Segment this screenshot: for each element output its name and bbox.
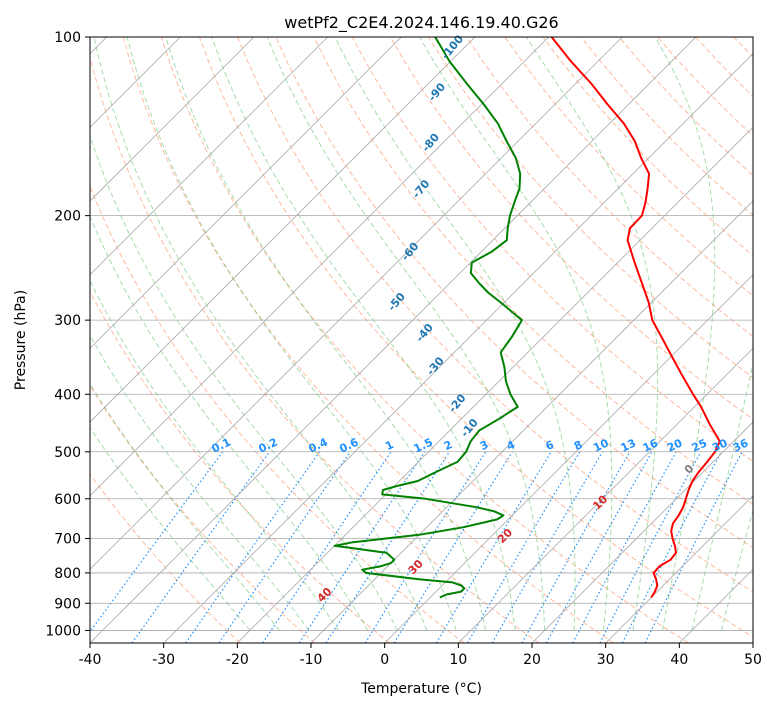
dry-adiabat [351,37,753,463]
x-tick-label: 40 [670,652,688,668]
mixing-ratio-line [521,451,631,643]
isotherm [90,37,697,643]
x-tick-label: 10 [449,652,467,668]
profiles [333,37,721,599]
mixing-ratio-label: 25 [690,436,709,454]
x-tick-label: 50 [744,652,762,668]
moist-adiabat [334,37,576,631]
y-tick-label: 200 [54,209,81,225]
x-axis-ticks: -40 -30 -20 -10 0 10 20 30 40 50 [79,643,762,668]
x-tick-label: 20 [523,652,541,668]
mixing-ratio-line [599,451,702,643]
dry-adiabat [504,37,753,297]
mixing-ratio-line [90,451,224,633]
isotherm [237,126,753,643]
moist-adiabat [654,37,716,631]
isotherm [531,421,753,643]
isotherm [90,37,255,202]
isotherm [90,37,549,497]
x-tick-label: 30 [597,652,615,668]
y-axis-ticks: 100 200 300 400 500 600 700 800 900 1000 [45,30,90,639]
dry-adiabat [237,37,753,593]
moist-adiabat [211,37,516,631]
isotherm [384,274,753,643]
y-tick-label: 400 [54,387,81,403]
moist-adiabat [691,361,753,631]
dry-adiabat [427,37,753,379]
x-tick-label: 0 [380,652,389,668]
mixing-ratio-label: 30 [710,436,730,454]
y-tick-label: 800 [54,566,81,582]
mixing-ratio-line [644,451,743,643]
temperature-line [550,37,721,599]
mixing-ratio-line [435,451,552,643]
chart-title: wetPf2_C2E4.2024.146.19.40.G26 [284,13,558,33]
isotherm [605,495,753,643]
dry-adiabat [90,473,241,643]
dry-adiabat [90,185,465,643]
moist-adiabat [90,215,369,631]
dry-adiabat [199,37,753,638]
moist-adiabat [266,37,546,631]
dry-adiabat [122,37,614,643]
mixing-ratio-line [218,451,351,643]
x-tick-label: -30 [152,652,175,668]
moist-adiabat [90,134,398,631]
mixing-ratio-line [364,451,487,643]
dry-adiabat [90,384,316,643]
moist-adiabat [525,37,659,631]
mixing-ratio-label: 20 [665,436,685,454]
dry-adiabat [90,290,390,643]
y-tick-label: 1000 [45,623,81,639]
isotherm [310,200,753,643]
mixing-ratio-label: 10 [591,436,611,454]
plot-frame [89,36,754,644]
mixing-ratio-line [262,451,392,643]
x-tick-label: -20 [226,652,249,668]
mixing-ratio-label: 13 [619,436,638,454]
x-tick-label: -10 [300,652,323,668]
dry-adiabat [160,37,689,643]
isotherm [90,37,402,349]
y-tick-label: 500 [54,445,81,461]
moist-adiabat [126,37,457,631]
background-lines [90,37,753,643]
isotherm [90,37,328,276]
dry-adiabat [90,55,540,643]
moist-adiabat [165,37,487,631]
y-tick-label: 600 [54,492,81,508]
mixing-ratio-label: 16 [641,436,661,454]
isotherm [90,37,623,570]
mixing-ratio-label: 36 [731,436,751,454]
dry-adiabat [275,37,753,549]
mixing-ratio-line [185,451,321,643]
mixing-ratio-line [131,451,271,643]
moist-adiabat [93,37,428,631]
y-tick-label: 100 [54,30,81,46]
isotherm [163,53,753,643]
moist-adiabat [720,508,753,631]
x-tick-label: -40 [79,652,102,668]
y-axis-label: Pressure (hPa) [13,290,29,390]
y-tick-label: 900 [54,596,81,612]
y-tick-label: 700 [54,532,81,548]
moist-adiabat [90,334,310,631]
isotherm [458,347,753,643]
dewpoint-line [333,37,523,599]
isotherm [90,37,476,423]
mixing-ratio-line [545,451,653,643]
mixing-ratio-line [325,451,451,643]
x-axis-label: Temperature (°C) [360,681,482,697]
moist-adiabat [419,37,613,631]
mixing-ratio-line [572,451,677,643]
moist-adiabat [90,279,339,631]
y-tick-label: 300 [54,313,81,329]
